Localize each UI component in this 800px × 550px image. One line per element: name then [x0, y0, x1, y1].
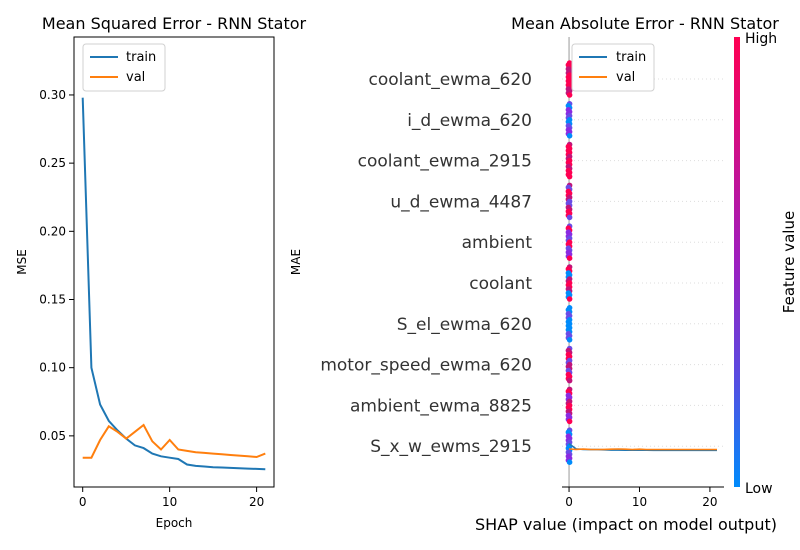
feature-label: motor_speed_ewma_620: [320, 356, 532, 376]
feature-label: coolant_ewma_620: [368, 70, 532, 90]
mse-y-tick-label: 0.20: [39, 224, 66, 238]
colorbar-low-label: Low: [745, 481, 773, 497]
mae-legend-box: [571, 43, 655, 92]
mae-chart: Mean Absolute Error - RNN Stator MAE 0 10…: [289, 14, 798, 534]
mse-x-tick-label: 20: [249, 495, 264, 509]
mse-series-val-line: [82, 423, 266, 459]
feature-dot: [566, 459, 573, 466]
colorbar-high-label: High: [745, 31, 777, 47]
mse-legend-box: [82, 43, 166, 92]
feature-label: coolant: [469, 274, 532, 294]
mse-legend-train: train: [126, 50, 156, 65]
feature-label: u_d_ewma_4487: [390, 192, 532, 212]
feature-dot: [566, 337, 573, 343]
feature-label: ambient_ewma_8825: [350, 396, 532, 416]
colorbar: [734, 37, 740, 487]
mae-chart-title: Mean Absolute Error - RNN Stator: [511, 14, 779, 33]
mse-series-train-line: [81, 97, 266, 471]
feature-dot: [566, 377, 573, 384]
feature-dot: [566, 255, 573, 261]
feature-label: ambient: [462, 233, 533, 253]
feature-dot: [566, 418, 573, 425]
mse-y-axis-label: MSE: [15, 249, 29, 275]
mse-x-axis-label: Epoch: [156, 516, 193, 530]
feature-dot: [566, 173, 573, 180]
mse-legend-val: val: [126, 70, 145, 85]
mse-y-tick-label: 0.25: [39, 156, 66, 170]
mae-legend-train: train: [616, 50, 646, 65]
mse-x-tick-label: 10: [162, 495, 177, 509]
mae-legend-val: val: [616, 70, 635, 85]
mae-y-axis-label: MAE: [289, 249, 303, 275]
mse-y-tick-label: 0.30: [39, 88, 66, 102]
feature-label: S_x_w_ewms_2915: [370, 437, 532, 457]
mae-x-axis-label: SHAP value (impact on model output): [475, 515, 777, 534]
mae-series-val-line: [568, 448, 717, 451]
mse-chart: Mean Squared Error - RNN Stator 0 10 20 0.0…: [15, 14, 307, 530]
feature-label: i_d_ewma_620: [407, 111, 532, 131]
mse-plot-frame: [73, 36, 275, 488]
mse-chart-title: Mean Squared Error - RNN Stator: [42, 14, 307, 33]
feature-dot: [566, 92, 573, 98]
mae-x-tick-label: 10: [632, 495, 647, 509]
feature-dot: [566, 133, 573, 139]
feature-label: coolant_ewma_2915: [358, 152, 532, 172]
feature-dot: [566, 296, 573, 302]
mae-legend: train val: [571, 43, 655, 92]
mae-x-tick-label: 20: [702, 495, 717, 509]
mse-y-tick-label: 0.10: [39, 361, 66, 375]
mse-y-tick-label: 0.05: [39, 429, 66, 443]
mae-x-tick-label: 0: [565, 495, 573, 509]
mse-y-tick-label: 0.15: [39, 293, 66, 307]
mse-legend: train val: [82, 43, 166, 92]
feature-dot: [566, 214, 573, 221]
feature-label: S_el_ewma_620: [397, 315, 532, 335]
colorbar-title: Feature value: [780, 211, 798, 313]
mse-x-tick-label: 0: [79, 495, 87, 509]
